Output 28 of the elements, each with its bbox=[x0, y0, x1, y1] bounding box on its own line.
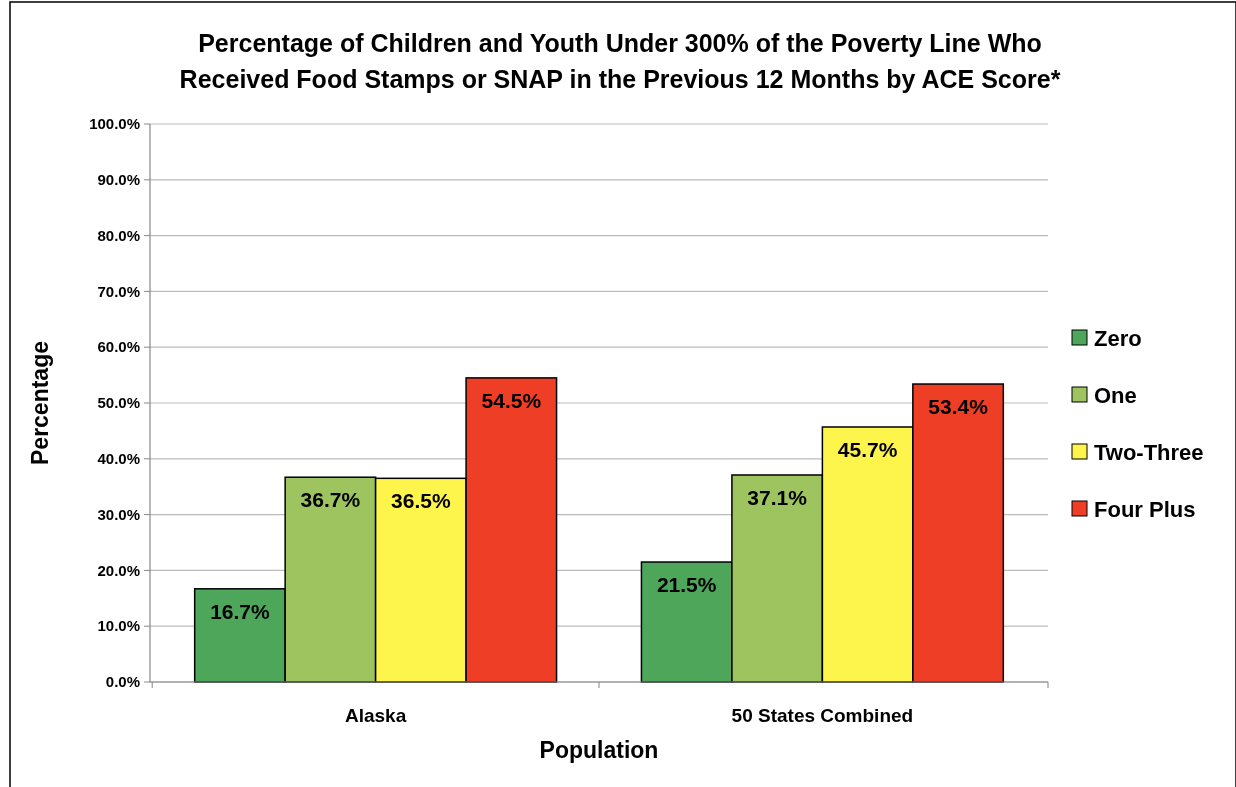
x-tick-label: Alaska bbox=[344, 705, 407, 726]
data-label: 54.5% bbox=[481, 388, 542, 412]
y-tick-label: 20.0% bbox=[97, 561, 140, 579]
data-label: 45.7% bbox=[837, 437, 898, 461]
y-tick-label: 70.0% bbox=[97, 282, 140, 300]
data-label: 36.7% bbox=[300, 488, 361, 512]
data-label: 16.7% bbox=[210, 599, 271, 623]
y-tick-label: 30.0% bbox=[97, 505, 140, 523]
x-axis-title: Population bbox=[539, 737, 659, 763]
y-tick-label: 0.0% bbox=[105, 673, 140, 691]
y-tick-label: 10.0% bbox=[97, 617, 140, 635]
y-tick-label: 40.0% bbox=[97, 450, 140, 468]
data-label: 36.5% bbox=[391, 489, 451, 513]
y-tick-label: 100.0% bbox=[89, 115, 140, 133]
legend-label: Four Plus bbox=[1094, 496, 1196, 522]
y-tick-label: 50.0% bbox=[97, 394, 140, 412]
data-label: 37.1% bbox=[747, 485, 808, 509]
x-tick-label: 50 States Combined bbox=[731, 705, 914, 726]
y-tick-label: 60.0% bbox=[97, 338, 140, 356]
y-tick-label: 80.0% bbox=[97, 226, 140, 244]
legend-label: One bbox=[1094, 382, 1137, 408]
chart-title: Percentage of Children and Youth Under 300% of the Poverty Line Who Received Food Stamps or SNAP in the Previous 12 Months by ACE Score* bbox=[179, 29, 1061, 93]
data-label: 21.5% bbox=[656, 573, 717, 597]
legend-label: Zero bbox=[1094, 325, 1142, 351]
y-axis-title: Percentage bbox=[27, 340, 53, 466]
legend-label: Two-Three bbox=[1094, 439, 1204, 465]
data-label: 53.4% bbox=[928, 395, 989, 419]
y-tick-label: 90.0% bbox=[97, 171, 140, 189]
